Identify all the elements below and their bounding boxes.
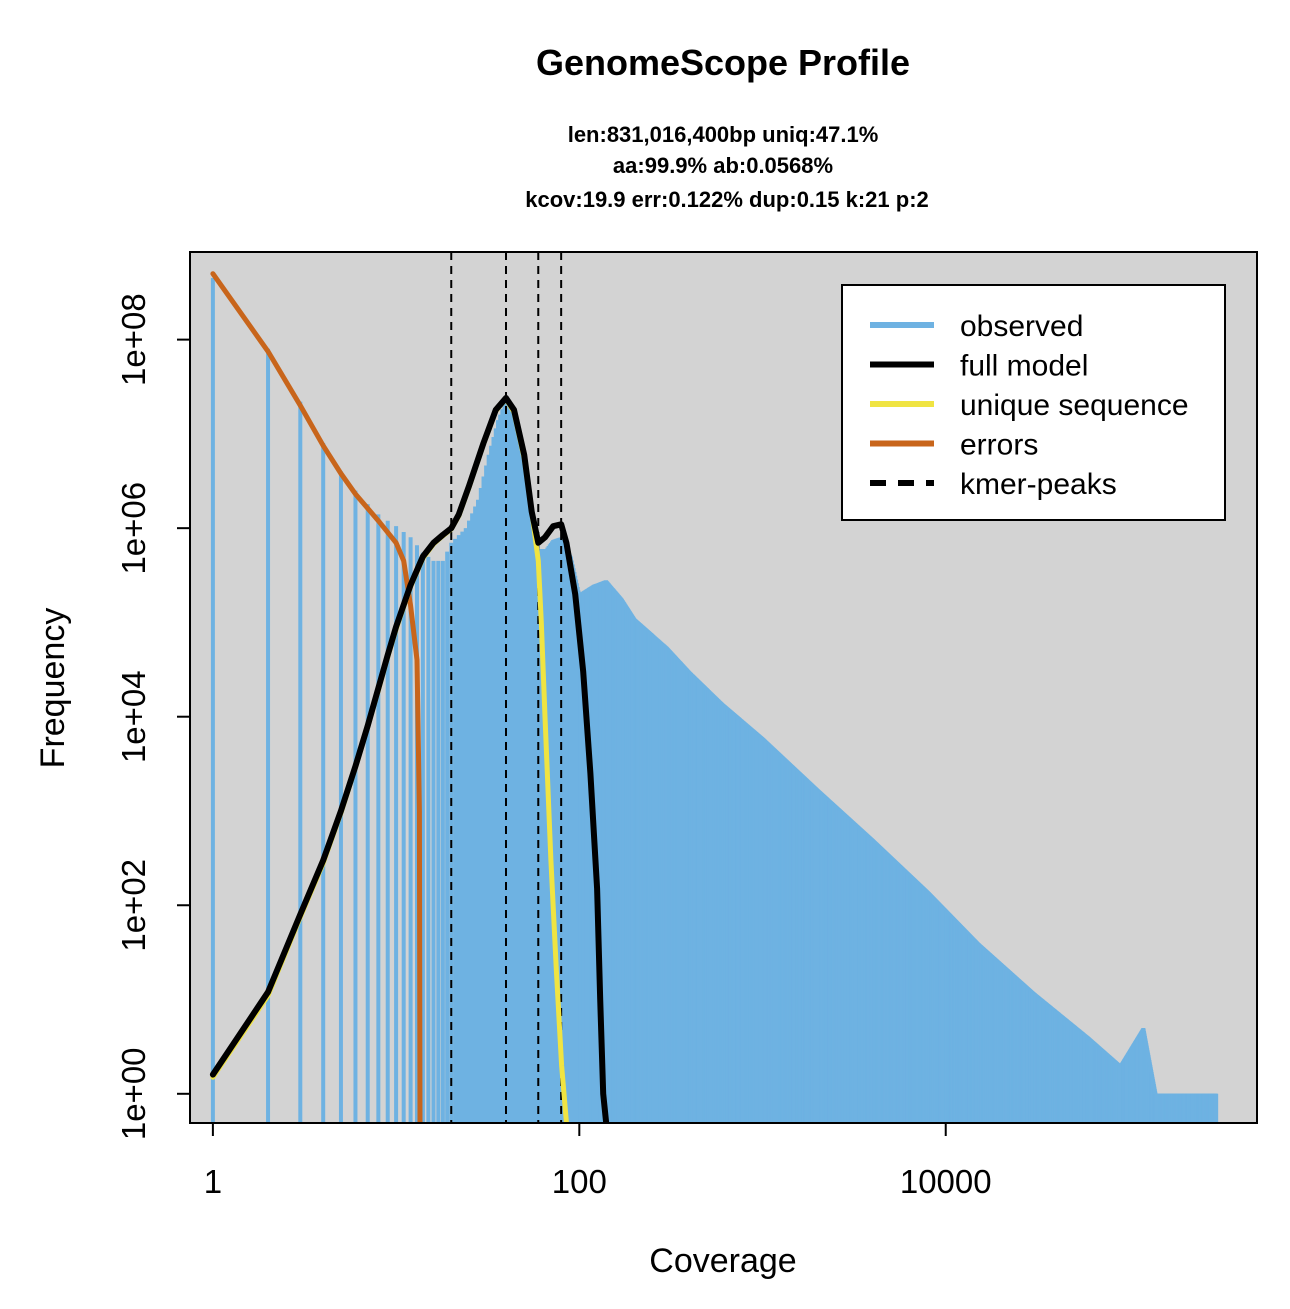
legend-label: full model xyxy=(960,350,1088,383)
chart-title: GenomeScope Profile xyxy=(536,42,910,83)
x-tick-label: 1 xyxy=(204,1163,222,1200)
chart-subtitle-line-3: kcov:19.9 err:0.122% dup:0.15 k:21 p:2 xyxy=(525,187,929,212)
legend: observed full model unique sequence errors k… xyxy=(841,284,1226,521)
x-tick-label: 10000 xyxy=(900,1163,992,1200)
legend-label: errors xyxy=(960,429,1038,462)
model-lines xyxy=(209,271,610,1123)
y-tick-label: 1e+04 xyxy=(115,670,152,763)
x-tick-label: 100 xyxy=(552,1163,607,1200)
y-axis: 1e+00 1e+02 1e+04 1e+06 1e+08 xyxy=(115,293,191,1140)
chart-subtitle-line-2: aa:99.9% ab:0.0568% xyxy=(613,153,833,178)
y-tick-label: 1e+02 xyxy=(115,859,152,952)
errors-line xyxy=(210,271,423,1123)
y-tick-label: 1e+08 xyxy=(115,293,152,386)
y-tick-label: 1e+06 xyxy=(115,482,152,575)
x-axis-title: Coverage xyxy=(649,1242,796,1280)
legend-label: unique sequence xyxy=(960,389,1189,422)
chart-subtitle-line-1: len:831,016,400bp uniq:47.1% xyxy=(568,122,879,147)
observed-series xyxy=(210,278,1219,1123)
full-model-line xyxy=(209,395,610,1123)
y-tick-label: 1e+00 xyxy=(115,1047,152,1140)
y-axis-title: Frequency xyxy=(34,608,72,769)
legend-label: kmer-peaks xyxy=(960,468,1117,501)
x-axis: 1 100 10000 xyxy=(204,1122,992,1200)
legend-label: observed xyxy=(960,310,1083,343)
